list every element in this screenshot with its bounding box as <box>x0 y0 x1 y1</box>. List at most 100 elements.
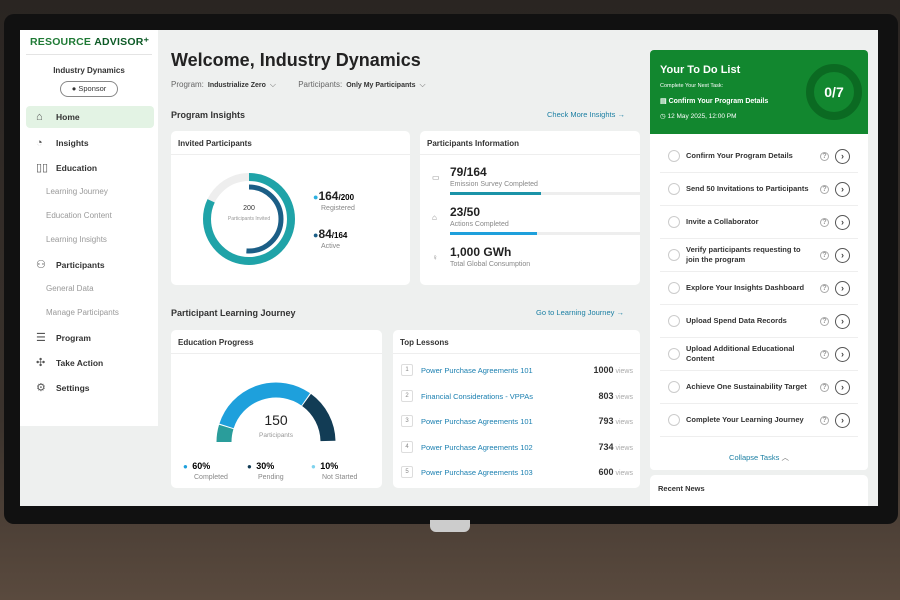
chevron-right-icon[interactable]: › <box>835 413 850 428</box>
todo-task[interactable]: Upload Additional Educational Content?› <box>660 338 858 371</box>
todo-task[interactable]: Achieve One Sustainability Target?› <box>660 371 858 404</box>
lesson-link[interactable]: Financial Considerations - VPPAs <box>421 392 533 401</box>
task-checkbox[interactable] <box>668 249 680 261</box>
donut-center-value: 200 <box>219 205 279 212</box>
next-task-label: Complete Your Next Task: <box>660 83 723 89</box>
legend-item: ● 60%Completed <box>183 456 228 481</box>
sidebar-subitem[interactable]: Education Content <box>46 211 112 220</box>
lesson-rank: 2 <box>401 390 413 402</box>
lesson-row[interactable]: 1Power Purchase Agreements 1011000 views <box>401 358 633 384</box>
help-icon[interactable]: ? <box>820 284 829 293</box>
task-checkbox[interactable] <box>668 216 680 228</box>
task-checkbox[interactable] <box>668 414 680 426</box>
help-icon[interactable]: ? <box>820 185 829 194</box>
help-icon[interactable]: ? <box>820 383 829 392</box>
sidebar-item[interactable]: ⚇Participants <box>26 254 154 276</box>
legend-pct: 60% <box>192 461 210 471</box>
sidebar-item-label: Take Action <box>56 358 103 368</box>
task-label: Send 50 Invitations to Participants <box>686 184 814 194</box>
help-icon[interactable]: ? <box>820 350 829 359</box>
chevron-right-icon[interactable]: › <box>835 182 850 197</box>
sidebar-item[interactable]: ▯▯Education <box>26 157 154 179</box>
info-value: 23/50 <box>450 205 480 219</box>
help-icon[interactable]: ? <box>820 416 829 425</box>
task-checkbox[interactable] <box>668 150 680 162</box>
chevron-right-icon[interactable]: › <box>835 215 850 230</box>
lesson-link[interactable]: Power Purchase Agreements 101 <box>421 417 533 426</box>
task-checkbox[interactable] <box>668 315 680 327</box>
sidebar-subitem[interactable]: Manage Participants <box>46 308 119 317</box>
lesson-link[interactable]: Power Purchase Agreements 103 <box>421 468 533 477</box>
legend-item: ● 10%Not Started <box>311 456 357 481</box>
divider <box>26 54 152 55</box>
legend-label: Pending <box>258 474 284 481</box>
chevron-right-icon[interactable]: › <box>835 281 850 296</box>
todo-task[interactable]: Complete Your Learning Journey?› <box>660 404 858 437</box>
sidebar-item[interactable]: ⚙Settings <box>26 377 154 399</box>
invited-participants-card: Invited Participants 200 Participants In… <box>171 131 410 285</box>
participants-information-card: Participants Information ▭ 79/164 Emissi… <box>420 131 640 285</box>
views-label: views <box>615 470 633 477</box>
arrow-right-icon: → <box>616 308 624 317</box>
todo-task[interactable]: Confirm Your Program Details?› <box>660 140 858 173</box>
lesson-row[interactable]: 2Financial Considerations - VPPAs803 vie… <box>401 384 633 410</box>
chevron-down-icon[interactable]: ⌵ <box>270 80 276 89</box>
go-to-learning-journey-link[interactable]: Go to Learning Journey → <box>536 308 624 317</box>
gear-icon: ⚙ <box>36 377 46 399</box>
todo-task[interactable]: Invite a Collaborator?› <box>660 206 858 239</box>
todo-task[interactable]: Verify participants requesting to join t… <box>660 239 858 272</box>
task-checkbox[interactable] <box>668 282 680 294</box>
lesson-row[interactable]: 5Power Purchase Agreements 103600 views <box>401 460 633 486</box>
chevron-down-icon[interactable]: ⌵ <box>419 80 425 89</box>
active-stat: ●84/164Active <box>313 225 347 250</box>
collapse-tasks-button[interactable]: Collapse Tasks ︿ <box>650 452 868 463</box>
sidebar-item[interactable]: ☰Program <box>26 327 154 349</box>
chevron-right-icon[interactable]: › <box>835 380 850 395</box>
arrow-right-icon: → <box>617 110 625 119</box>
sidebar-subitem[interactable]: General Data <box>46 284 94 293</box>
todo-list: Confirm Your Program Details?›Send 50 In… <box>650 134 868 470</box>
monitor-stand <box>430 520 470 532</box>
lesson-link[interactable]: Power Purchase Agreements 101 <box>421 366 533 375</box>
legend-item: ● 30%Pending <box>247 456 284 481</box>
sidebar-item[interactable]: ◔Insights <box>26 132 154 154</box>
todo-task[interactable]: Explore Your Insights Dashboard?› <box>660 272 858 305</box>
chevron-right-icon[interactable]: › <box>835 248 850 263</box>
progress-fill <box>450 232 537 235</box>
lesson-link[interactable]: Power Purchase Agreements 102 <box>421 443 533 452</box>
chevron-right-icon[interactable]: › <box>835 347 850 362</box>
sidebar-subitem[interactable]: Learning Insights <box>46 235 107 244</box>
sidebar-subitem[interactable]: Learning Journey <box>46 187 108 196</box>
task-checkbox[interactable] <box>668 348 680 360</box>
help-icon[interactable]: ? <box>820 218 829 227</box>
check-more-insights-link[interactable]: Check More Insights → <box>547 110 625 119</box>
filters: Program:Industrialize Zero⌵ Participants… <box>171 80 426 90</box>
task-checkbox[interactable] <box>668 381 680 393</box>
task-checkbox[interactable] <box>668 183 680 195</box>
views-label: views <box>615 368 633 375</box>
chevron-right-icon[interactable]: › <box>835 314 850 329</box>
active-label: Active <box>321 243 347 250</box>
sidebar-item-label: Home <box>56 112 80 122</box>
todo-task[interactable]: Upload Spend Data Records?› <box>660 305 858 338</box>
lesson-row[interactable]: 4Power Purchase Agreements 102734 views <box>401 435 633 461</box>
help-icon[interactable]: ? <box>820 317 829 326</box>
lesson-row[interactable]: 3Power Purchase Agreements 101793 views <box>401 409 633 435</box>
people-icon: ⚇ <box>36 254 46 276</box>
sidebar-item[interactable]: ✣ Take Action <box>26 352 154 374</box>
list-icon: ☰ <box>36 327 46 349</box>
recent-news-title: Recent News <box>658 484 705 493</box>
help-icon[interactable]: ? <box>820 152 829 161</box>
program-select[interactable]: Industrialize Zero <box>208 82 266 89</box>
info-label: Total Global Consumption <box>450 261 530 268</box>
due-date-text: 12 May 2025, 12:00 PM <box>667 113 736 120</box>
sidebar-item[interactable]: ⌂Home <box>26 106 154 128</box>
puzzle-icon: ✣ <box>36 352 45 374</box>
next-task-link[interactable]: ▤ Confirm Your Program Details <box>660 97 768 105</box>
todo-task[interactable]: Send 50 Invitations to Participants? › <box>660 173 858 206</box>
chevron-right-icon[interactable]: › <box>835 149 850 164</box>
card-title: Invited Participants <box>171 131 410 155</box>
participants-select[interactable]: Only My Participants <box>346 82 415 89</box>
sponsor-badge[interactable]: ● Sponsor <box>60 81 118 97</box>
help-icon[interactable]: ? <box>820 251 829 260</box>
